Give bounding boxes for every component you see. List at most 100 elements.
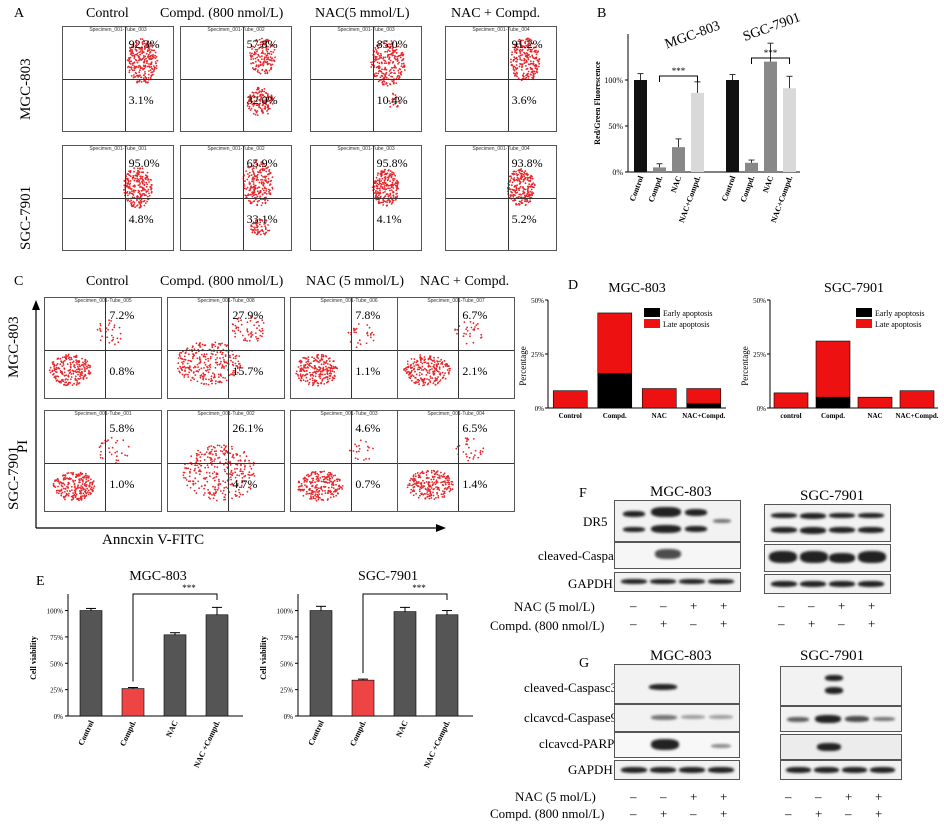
flow-event-dot — [314, 493, 317, 495]
flow-event-dot — [255, 229, 257, 231]
flow-event-dot — [194, 374, 197, 376]
flow-event-dot — [203, 344, 206, 347]
panel-f-compd-label: Compd. (800 nmol/L) — [490, 618, 605, 633]
flow-event-dot — [264, 202, 267, 205]
flow-event-dot — [375, 184, 378, 187]
panel-f-group-2: SGC-7901 — [800, 488, 865, 504]
flow-event-dot — [144, 64, 147, 67]
flow-event-dot — [265, 181, 268, 183]
flow-event-dot — [399, 56, 402, 59]
flow-event-dot — [384, 75, 387, 78]
specimen-label: Specimen_001-Tube_002 — [207, 146, 265, 152]
flow-event-dot — [181, 373, 184, 376]
flow-event-dot — [268, 69, 271, 72]
flow-event-dot — [423, 384, 426, 386]
flow-event-dot — [426, 496, 429, 498]
flow-event-dot — [153, 49, 156, 52]
flow-event-dot — [221, 364, 224, 366]
flow-event-dot — [82, 365, 85, 367]
flow-event-dot — [331, 367, 334, 370]
flow-event-dot — [391, 101, 393, 103]
e-ytick-label: 25% — [50, 687, 63, 695]
flow-event-dot — [325, 359, 328, 362]
e-bar — [393, 611, 417, 717]
flow-event-dot — [432, 382, 435, 385]
flow-event-dot — [128, 71, 131, 74]
d-category-label: Compd. — [603, 412, 627, 420]
flow-event-dot — [80, 374, 82, 376]
flow-event-dot — [530, 39, 533, 42]
flow-event-dot — [138, 80, 141, 82]
flow-event-dot — [477, 327, 479, 330]
upper-quadrant-percent: 4.6% — [355, 421, 381, 435]
flow-event-dot — [212, 477, 215, 480]
flow-event-dot — [298, 481, 300, 484]
flow-event-dot — [134, 177, 136, 180]
flow-event-dot — [531, 55, 534, 58]
flow-event-dot — [127, 179, 130, 182]
flow-event-dot — [436, 470, 438, 473]
flow-event-dot — [384, 56, 387, 59]
flow-event-dot — [219, 380, 222, 383]
flow-event-dot — [396, 76, 399, 78]
flow-event-dot — [246, 490, 249, 493]
flow-event-dot — [392, 49, 394, 52]
flow-event-dot — [389, 200, 392, 202]
flow-event-dot — [267, 112, 269, 115]
flow-event-dot — [313, 370, 316, 373]
panel-f-nac-label: NAC (5 mol/L) — [514, 599, 595, 614]
flow-event-dot — [224, 481, 227, 484]
flow-event-dot — [518, 38, 521, 41]
flow-event-dot — [252, 222, 255, 225]
flow-event-dot — [441, 371, 444, 374]
flow-event-dot — [262, 322, 265, 324]
flow-event-dot — [62, 477, 65, 480]
flow-event-dot — [469, 321, 472, 323]
flow-event-dot — [531, 191, 533, 193]
flow-event-dot — [146, 60, 148, 62]
flow-event-dot — [62, 360, 65, 363]
flow-event-dot — [259, 107, 262, 109]
flow-event-dot — [253, 92, 255, 94]
panel-f-blot-mgc-dr5 — [614, 500, 741, 542]
flow-event-dot — [413, 381, 416, 384]
quadrant-hline — [168, 463, 284, 464]
e-category-label: NAC +Compd. — [422, 719, 452, 769]
flow-event-dot — [525, 74, 527, 77]
flow-event-dot — [144, 66, 147, 68]
flow-event-dot — [63, 371, 66, 374]
flow-event-dot — [151, 67, 153, 70]
flow-event-dot — [209, 456, 211, 459]
flow-event-dot — [216, 363, 219, 366]
flow-event-dot — [218, 376, 220, 378]
flow-event-dot — [194, 352, 197, 354]
flow-event-dot — [196, 458, 199, 460]
flow-event-dot — [413, 365, 416, 367]
flow-event-dot — [226, 344, 228, 346]
flow-event-dot — [379, 196, 382, 198]
flow-event-dot — [266, 52, 269, 55]
flow-event-dot — [274, 56, 276, 59]
flow-event-dot — [130, 199, 133, 202]
flow-event-dot — [67, 353, 70, 356]
flow-event-dot — [442, 366, 445, 368]
flow-event-dot — [84, 368, 86, 371]
flow-event-dot — [520, 59, 523, 62]
flow-event-dot — [257, 186, 260, 189]
flow-event-dot — [316, 491, 318, 493]
flow-event-dot — [230, 483, 232, 486]
flow-event-dot — [259, 41, 262, 44]
flow-event-dot — [69, 371, 72, 374]
flow-event-dot — [428, 481, 431, 484]
flow-event-dot — [217, 347, 219, 350]
flow-event-dot — [383, 179, 386, 182]
flow-event-dot — [266, 38, 269, 41]
flow-event-dot — [392, 51, 394, 53]
b-ytick-label: 50% — [608, 122, 623, 131]
flow-event-dot — [204, 478, 206, 480]
flow-event-dot — [321, 379, 324, 382]
flow-event-dot — [538, 62, 541, 65]
flow-event-dot — [524, 176, 527, 179]
flow-event-dot — [437, 356, 439, 359]
flow-event-dot — [234, 335, 236, 338]
